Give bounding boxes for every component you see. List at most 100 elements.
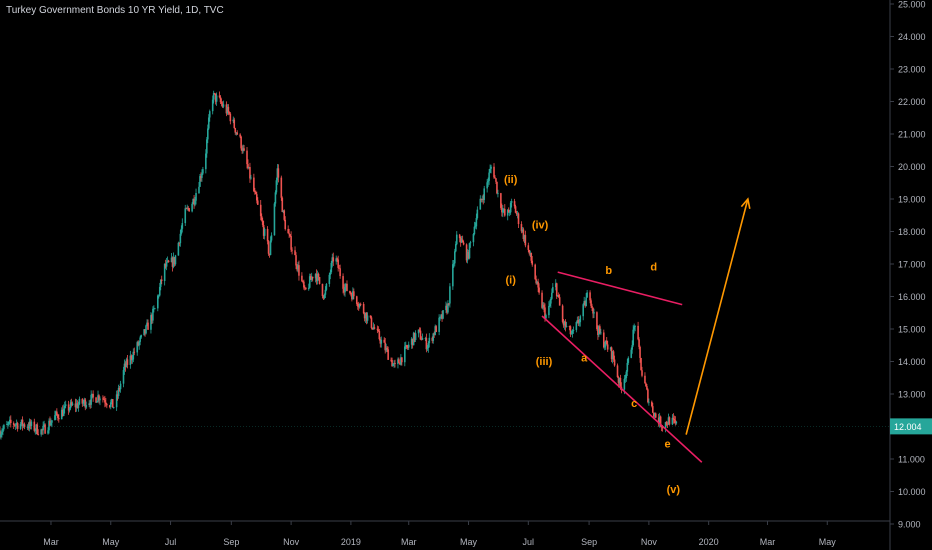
- candle-body: [29, 421, 32, 426]
- candle-body: [514, 206, 517, 213]
- candle-body: [119, 383, 122, 390]
- candle-body: [262, 224, 265, 236]
- candle-body: [15, 423, 18, 425]
- candle-body: [154, 308, 156, 310]
- candle-body: [243, 148, 245, 151]
- candle-body: [570, 333, 573, 335]
- candle-body: [339, 268, 341, 277]
- candle-body: [488, 172, 490, 181]
- candle-body: [671, 417, 674, 425]
- candle-body: [331, 257, 334, 263]
- candle-body: [145, 325, 147, 334]
- candle-body: [606, 344, 609, 350]
- candle-body: [469, 242, 472, 244]
- candle-body: [74, 403, 77, 408]
- candle-body: [260, 216, 263, 221]
- candle-body: [221, 103, 224, 107]
- candle-body: [89, 403, 91, 405]
- candle-body: [528, 249, 531, 254]
- candle-body: [213, 93, 216, 94]
- candle-body: [152, 308, 154, 321]
- candle-body: [20, 419, 23, 425]
- candle-body: [321, 283, 324, 296]
- candle-body: [665, 422, 668, 425]
- candle-body: [589, 292, 591, 301]
- candle-body: [483, 188, 486, 200]
- candle-body: [28, 421, 31, 429]
- candle-body: [85, 405, 88, 408]
- candle-body: [295, 255, 297, 266]
- candle-body: [593, 312, 595, 314]
- candle-body: [619, 377, 622, 387]
- candle-body: [270, 235, 273, 241]
- candle-body: [95, 397, 97, 403]
- candle-body: [232, 119, 235, 122]
- candle-body: [201, 173, 203, 178]
- candle-body: [305, 287, 307, 290]
- candle-body: [377, 329, 380, 332]
- candle-body: [55, 411, 57, 416]
- projection-arrow-head: [740, 197, 751, 209]
- candle-body: [351, 294, 353, 300]
- candle-body: [652, 412, 655, 417]
- candle-body: [335, 258, 338, 262]
- candle-body: [233, 119, 236, 129]
- candle-body: [639, 346, 641, 358]
- candle-body: [666, 424, 669, 426]
- candle-body: [287, 229, 289, 234]
- candle-body: [592, 307, 594, 314]
- candle-body: [16, 423, 19, 429]
- candle-body: [503, 208, 506, 216]
- candle-body: [490, 166, 492, 169]
- candle-body: [242, 148, 244, 152]
- candle-body: [177, 242, 180, 256]
- candle-body: [131, 359, 134, 361]
- candle-body: [239, 134, 241, 137]
- candle-body: [355, 296, 358, 304]
- candle-body: [67, 404, 70, 411]
- wave-label: (iv): [532, 219, 549, 231]
- candle-body: [289, 234, 291, 237]
- candle-body: [394, 362, 396, 364]
- candle-body: [626, 362, 629, 372]
- candle-body: [186, 207, 189, 209]
- candle-body: [261, 220, 264, 225]
- candle-body: [290, 236, 292, 250]
- candle-body: [92, 393, 94, 398]
- candle-body: [40, 429, 42, 435]
- candle-body: [609, 347, 612, 350]
- candle-body: [227, 106, 230, 113]
- candle-body: [466, 251, 469, 261]
- candle-body: [115, 394, 118, 408]
- candle-body: [180, 228, 183, 234]
- candle-body: [342, 276, 344, 289]
- candle-body: [565, 326, 568, 327]
- candle-body: [481, 199, 484, 201]
- candle-body: [510, 201, 513, 203]
- candle-body: [346, 283, 348, 291]
- candle-body: [44, 424, 46, 434]
- candle-body: [376, 328, 379, 330]
- candle-body: [6, 424, 8, 426]
- candle-body: [297, 265, 299, 270]
- candle-body: [157, 295, 160, 297]
- candle-body: [503, 208, 505, 210]
- wave-label: (iii): [536, 356, 553, 368]
- candle-body: [303, 281, 305, 288]
- candle-body: [328, 274, 331, 284]
- candle-body: [54, 415, 56, 421]
- candle-body: [291, 249, 293, 251]
- candle-body: [530, 252, 533, 261]
- candle-body: [160, 279, 163, 281]
- candle-body: [250, 177, 252, 179]
- candle-body: [442, 310, 444, 319]
- candle-body: [51, 420, 53, 423]
- candle-body: [71, 403, 74, 406]
- candle-body: [357, 306, 360, 308]
- candle-body: [82, 402, 85, 404]
- wave-label: e: [664, 439, 670, 451]
- y-tick-label: 19.000: [898, 195, 926, 205]
- candle-body: [274, 192, 277, 204]
